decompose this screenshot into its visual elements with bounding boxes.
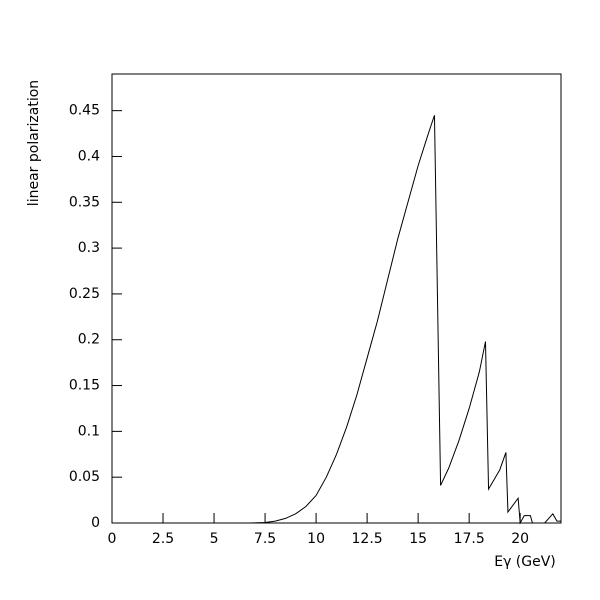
y-tick-label: 0.45 xyxy=(69,103,100,119)
y-axis-label: linear polarization xyxy=(26,80,42,206)
data-line xyxy=(248,115,561,525)
x-tick-label: 20 xyxy=(511,531,529,547)
x-tick-label: 5 xyxy=(210,531,219,547)
x-axis-label: Eγ (GeV) xyxy=(494,554,556,570)
x-tick-label: 15 xyxy=(409,531,427,547)
x-tick-label: 17.5 xyxy=(454,531,485,547)
x-tick-label: 2.5 xyxy=(152,531,174,547)
x-tick-label: 7.5 xyxy=(254,531,276,547)
x-tick-label: 0 xyxy=(108,531,117,547)
y-tick-label: 0.35 xyxy=(69,194,100,210)
y-tick-label: 0.05 xyxy=(69,469,100,485)
y-tick-label: 0.15 xyxy=(69,378,100,394)
plot-frame xyxy=(111,73,562,524)
y-tick-label: 0.25 xyxy=(69,286,100,302)
y-tick-label: 0.3 xyxy=(78,240,100,256)
y-tick-label: 0.4 xyxy=(78,148,100,164)
y-tick-label: 0.2 xyxy=(78,332,100,348)
y-tick-label: 0.1 xyxy=(78,423,100,439)
y-tick-label: 0 xyxy=(91,515,100,531)
x-tick-label: 10 xyxy=(307,531,325,547)
x-tick-label: 12.5 xyxy=(352,531,383,547)
